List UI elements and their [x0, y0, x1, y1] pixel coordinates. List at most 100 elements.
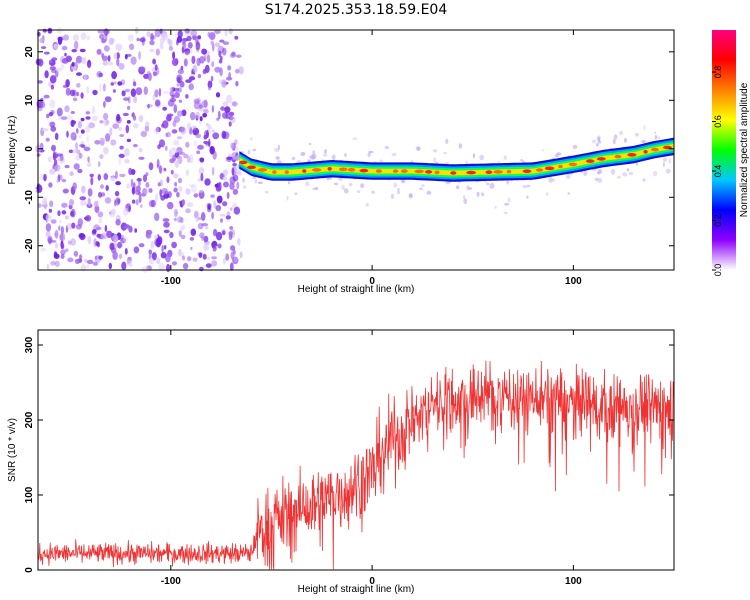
noise-blob: [208, 86, 211, 91]
noise-blob: [54, 132, 59, 141]
noise-blob: [221, 79, 227, 88]
noise-blob: [89, 173, 94, 178]
noise-blob: [173, 104, 178, 113]
noise-blob: [69, 198, 74, 206]
noise-blob: [79, 196, 87, 201]
noise-blob: [173, 115, 181, 123]
noise-blob: [113, 81, 117, 85]
colorbar-tick-label: 0.4: [713, 165, 723, 178]
noise-blob: [140, 130, 147, 138]
noise-blob: [169, 231, 174, 239]
y-tick-label: 300: [24, 336, 35, 353]
noise-blob: [92, 229, 97, 234]
noise-blob: [154, 212, 160, 222]
noise-blob: [44, 70, 49, 79]
noise-blob: [215, 92, 221, 98]
noise-blob: [162, 106, 168, 111]
noise-blob: [116, 113, 121, 122]
noise-blob: [61, 58, 69, 64]
noise-blob: [48, 208, 53, 213]
noise-blob: [210, 194, 215, 198]
noise-blob: [61, 178, 67, 183]
noise-blob: [83, 259, 88, 263]
ridge-hot-core: [359, 168, 369, 173]
noise-blob: [42, 28, 47, 33]
noise-blob: [110, 139, 117, 146]
noise-blob: [92, 89, 98, 96]
noise-blob: [176, 83, 180, 87]
noise-blob: [97, 174, 102, 181]
noise-blob: [171, 94, 175, 99]
noise-blob: [178, 230, 182, 237]
noise-blob: [189, 237, 195, 241]
noise-blob: [195, 41, 201, 51]
noise-blob: [41, 101, 46, 108]
noise-blob: [220, 106, 225, 111]
noise-blob: [51, 57, 58, 61]
noise-blob: [70, 120, 77, 125]
spectrogram-x-label: Height of straight line (km): [298, 284, 415, 295]
noise-blob: [193, 210, 200, 219]
noise-blob: [173, 217, 177, 222]
noise-blob: [154, 64, 158, 71]
noise-blob: [168, 149, 173, 158]
noise-blob: [97, 29, 105, 34]
noise-blob: [104, 96, 112, 103]
ridge-halo-dot: [294, 192, 298, 195]
ridge-halo-dot: [367, 152, 371, 158]
ridge-halo-dot: [526, 184, 531, 188]
ridge-halo-dot: [368, 150, 372, 154]
noise-blob: [55, 67, 62, 72]
noise-blob: [147, 72, 152, 82]
ridge-halo-dot: [334, 182, 338, 186]
noise-blob: [179, 217, 184, 224]
noise-blob: [185, 208, 191, 214]
noise-blob: [49, 75, 57, 84]
noise-blob: [192, 125, 197, 131]
noise-blob: [53, 253, 60, 259]
noise-blob: [45, 214, 52, 222]
ridge-halo-dot: [628, 171, 634, 176]
noise-blob: [73, 136, 77, 141]
noise-blob: [108, 37, 114, 46]
noise-blob: [218, 50, 222, 57]
noise-blob: [164, 190, 169, 195]
noise-blob: [43, 173, 47, 182]
colorbar-ticks: 0.0 0.2 0.4 0.6 0.8: [712, 66, 723, 276]
noise-blob: [207, 80, 213, 89]
ridge-hot-core: [506, 169, 512, 174]
ridge-halo-dot: [277, 145, 280, 151]
noise-blob: [90, 176, 94, 186]
ridge-halo-dot: [594, 177, 599, 181]
noise-blob: [143, 73, 150, 79]
noise-blob: [233, 138, 238, 144]
noise-blob: [98, 72, 104, 78]
noise-blob: [166, 114, 172, 122]
noise-blob: [145, 121, 150, 127]
noise-blob: [185, 188, 191, 195]
ridge-halo-dot: [555, 153, 559, 158]
ridge-halo-dot: [304, 181, 310, 187]
ridge-halo-dot: [522, 185, 527, 188]
noise-blob: [80, 92, 84, 99]
noise-blob: [182, 255, 186, 261]
ridge-halo-dot: [597, 140, 602, 144]
ridge-halo-dot: [343, 188, 349, 194]
noise-blob: [221, 130, 227, 139]
noise-blob: [96, 48, 102, 55]
noise-blob: [204, 178, 211, 186]
spectrogram-frame: [37, 29, 675, 271]
noise-blob: [92, 261, 98, 266]
noise-blob: [175, 211, 179, 215]
noise-blob: [131, 199, 136, 204]
noise-blob: [232, 188, 239, 195]
noise-blob: [134, 228, 138, 233]
noise-blob: [56, 107, 63, 117]
noise-blob: [103, 235, 109, 239]
noise-blob: [186, 35, 192, 42]
y-tick-label: 0: [24, 567, 35, 573]
noise-blob: [98, 191, 103, 198]
noise-blob: [145, 182, 150, 188]
